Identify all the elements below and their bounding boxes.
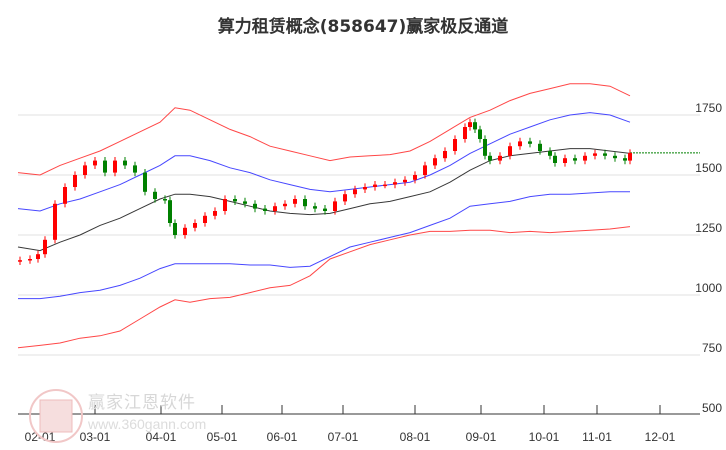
candle-body bbox=[143, 172, 147, 192]
candle-body bbox=[303, 199, 307, 207]
candle-body bbox=[223, 199, 227, 211]
candle-body bbox=[213, 211, 217, 216]
y-tick-label: 500 bbox=[702, 401, 722, 415]
candle-body bbox=[373, 184, 377, 187]
candle-body bbox=[28, 259, 32, 261]
candle-body bbox=[73, 175, 77, 187]
band-upper_inner bbox=[17, 112, 631, 212]
y-tick-label: 750 bbox=[702, 341, 722, 355]
candle-body bbox=[518, 141, 522, 147]
candle-body bbox=[123, 160, 127, 166]
candle-body bbox=[573, 158, 577, 161]
candle-body bbox=[508, 146, 512, 156]
candle-body bbox=[403, 179, 407, 183]
x-tick-label: 06-01 bbox=[267, 430, 298, 444]
candle-body bbox=[163, 199, 167, 201]
candle-body bbox=[443, 151, 447, 159]
x-tick-label: 09-01 bbox=[466, 430, 497, 444]
candle-body bbox=[483, 139, 487, 156]
candle-body bbox=[313, 206, 317, 209]
candle-body bbox=[168, 200, 172, 223]
x-tick-label: 08-01 bbox=[400, 430, 431, 444]
candle-body bbox=[253, 203, 257, 209]
watermark-url: www.360gann.com bbox=[88, 416, 207, 432]
x-tick-label: 11-01 bbox=[582, 430, 612, 444]
candle-body bbox=[193, 223, 197, 228]
candle-body bbox=[63, 187, 67, 204]
x-tick-label: 03-01 bbox=[80, 430, 111, 444]
candle-body bbox=[133, 165, 137, 173]
candle-body bbox=[538, 143, 542, 151]
candle-body bbox=[333, 201, 337, 211]
candle-body bbox=[628, 152, 632, 161]
candle-body bbox=[233, 199, 237, 202]
band-upper_outer bbox=[17, 83, 631, 176]
candle-body bbox=[393, 182, 397, 185]
candle-body bbox=[83, 165, 87, 175]
candle-body bbox=[593, 153, 597, 156]
band-lower_outer bbox=[17, 226, 631, 349]
candle-body bbox=[468, 122, 472, 127]
candle-body bbox=[548, 151, 552, 156]
candle-body bbox=[453, 139, 457, 151]
candle-body bbox=[613, 155, 617, 159]
candle-body bbox=[623, 158, 627, 161]
watermark-text: 赢家江恩软件 bbox=[88, 393, 196, 413]
y-tick-label: 1750 bbox=[695, 101, 722, 115]
x-tick-label: 07-01 bbox=[328, 430, 359, 444]
candle-body bbox=[528, 141, 532, 144]
candle-body bbox=[478, 129, 482, 139]
x-tick-label: 12-01 bbox=[645, 430, 676, 444]
candle-body bbox=[563, 158, 567, 163]
x-tick-label: 05-01 bbox=[207, 430, 238, 444]
candle-body bbox=[283, 203, 287, 207]
chart-title: 算力租赁概念(858647)赢家极反通道 bbox=[217, 17, 509, 37]
candle-body bbox=[463, 127, 467, 139]
candle-body bbox=[583, 155, 587, 161]
candle-body bbox=[243, 201, 247, 204]
candle-body bbox=[433, 158, 437, 166]
candle-body bbox=[263, 208, 267, 211]
x-tick-label: 10-01 bbox=[529, 430, 560, 444]
candle-body bbox=[363, 187, 367, 190]
candle-body bbox=[203, 215, 207, 223]
candle-body bbox=[488, 155, 492, 161]
candle-body bbox=[103, 160, 107, 173]
band-middle bbox=[17, 148, 631, 252]
x-tick-label: 04-01 bbox=[146, 430, 177, 444]
candle-body bbox=[353, 189, 357, 195]
candle-body bbox=[153, 191, 157, 199]
candle-body bbox=[323, 208, 327, 211]
candle-body bbox=[383, 184, 387, 187]
candle-body bbox=[183, 227, 187, 235]
y-tick-label: 1500 bbox=[695, 161, 722, 175]
candle-body bbox=[603, 153, 607, 156]
candle-body bbox=[53, 203, 57, 240]
y-tick-label: 1250 bbox=[695, 221, 722, 235]
candle-body bbox=[413, 175, 417, 180]
y-tick-label: 1000 bbox=[695, 281, 722, 295]
candle-body bbox=[343, 194, 347, 202]
candle-body bbox=[423, 165, 427, 175]
candle-body bbox=[473, 122, 477, 130]
candle-body bbox=[18, 260, 22, 262]
candle-body bbox=[43, 239, 47, 255]
candle-body bbox=[173, 223, 177, 235]
candle-body bbox=[273, 206, 277, 211]
watermark-seal-icon bbox=[29, 389, 83, 443]
candle-body bbox=[553, 155, 557, 163]
candle-body bbox=[36, 254, 40, 259]
candle-body bbox=[93, 160, 97, 166]
candle-body bbox=[113, 160, 117, 173]
candle-body bbox=[293, 199, 297, 204]
band-lower_inner bbox=[18, 191, 630, 300]
candle-body bbox=[498, 155, 502, 161]
